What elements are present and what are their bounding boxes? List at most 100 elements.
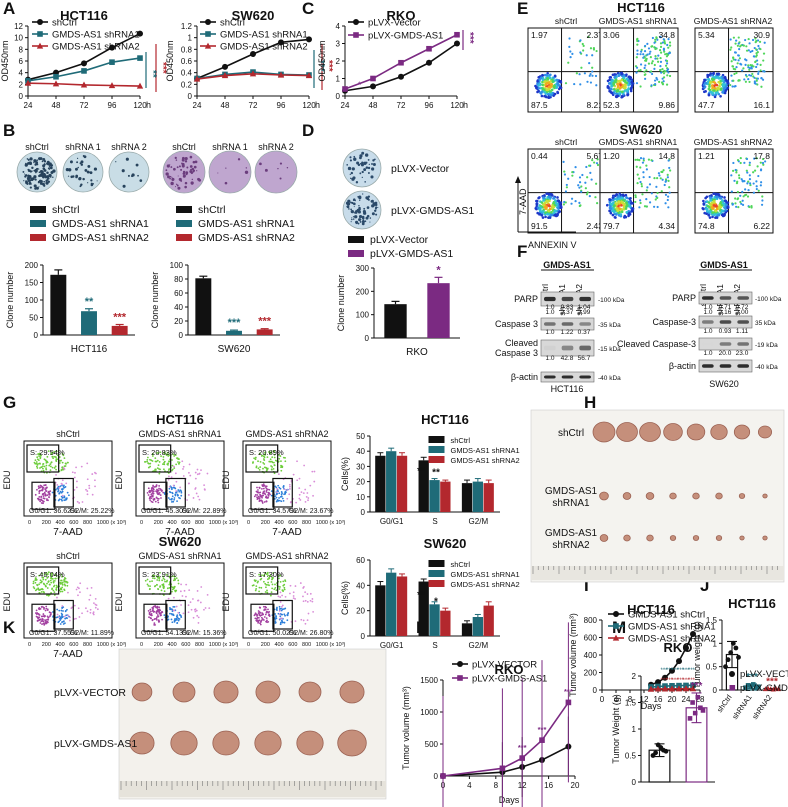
flow-title: SW620 [620, 122, 663, 137]
plate-label: shCtrl [172, 142, 196, 152]
event-dot [624, 215, 627, 218]
event-dot [667, 180, 669, 182]
event-dot [40, 579, 42, 581]
event-dot [541, 201, 544, 204]
event-dot [714, 87, 717, 90]
event-dot [744, 188, 746, 190]
x-tick-label: 8 [494, 781, 499, 790]
chart-title: SW620 [424, 536, 467, 551]
event-dot [280, 608, 282, 610]
event-dot [278, 473, 280, 475]
event-dot [749, 178, 751, 180]
event-dot [59, 487, 61, 489]
event-dot [749, 164, 751, 166]
event-dot [255, 620, 257, 622]
event-dot [554, 93, 557, 96]
y-axis-label: Tumor volume (mm³) [568, 613, 578, 697]
event-dot [268, 489, 270, 491]
event-dot [620, 213, 623, 216]
event-dot [755, 48, 757, 50]
legend-label: GMDS-AS1 shRNA2 [52, 42, 140, 53]
event-dot [85, 489, 87, 491]
y-tick-label: 3 [336, 40, 341, 49]
colony [34, 169, 37, 172]
event-dot [49, 584, 51, 586]
event-dot [90, 609, 92, 611]
event-dot [615, 213, 618, 216]
quadrant-value: 47.7 [698, 100, 715, 110]
event-dot [709, 72, 712, 75]
data-point [664, 749, 669, 754]
event-dot [668, 52, 670, 54]
colony [353, 203, 356, 206]
tumor [214, 681, 238, 703]
event-dot [65, 486, 67, 488]
gate-label: S: 17.30% [249, 570, 284, 579]
event-dot [290, 502, 292, 504]
event-dot [656, 192, 658, 194]
event-dot [729, 49, 731, 51]
tumor [670, 536, 676, 541]
event-dot [161, 619, 163, 621]
event-dot [733, 180, 735, 182]
flow-plot-title: GMDS-AS1 shRNA2 [694, 16, 773, 26]
event-dot [263, 463, 265, 465]
colony [137, 175, 139, 177]
event-dot [257, 489, 259, 491]
legend-marker [353, 32, 359, 38]
y-tick-label: 0 [34, 331, 39, 340]
event-dot [756, 80, 758, 82]
event-dot [625, 211, 628, 214]
event-dot [620, 73, 623, 76]
event-dot [306, 492, 308, 494]
event-dot [646, 205, 648, 207]
y-tick-label: 200 [356, 287, 370, 296]
event-dot [36, 589, 38, 591]
colony [30, 170, 32, 172]
event-dot [289, 488, 291, 490]
event-dot [36, 467, 38, 469]
event-dot [643, 71, 645, 73]
event-dot [279, 588, 281, 590]
event-dot [40, 582, 42, 584]
event-dot [612, 199, 615, 202]
event-dot [175, 490, 177, 492]
event-dot [287, 613, 289, 615]
event-dot [735, 169, 737, 171]
tumor-row-label: shRNA2 [552, 540, 590, 551]
event-dot [264, 608, 266, 610]
event-dot [545, 88, 548, 91]
event-dot [591, 54, 593, 56]
event-dot [39, 457, 41, 459]
event-dot [147, 585, 149, 587]
event-dot [304, 591, 306, 593]
colony [80, 162, 82, 164]
event-dot [646, 54, 648, 56]
colony [178, 175, 179, 176]
event-dot [264, 616, 266, 618]
blot-band [702, 320, 714, 324]
event-dot [172, 495, 174, 497]
blot-band [720, 342, 732, 346]
event-dot [618, 197, 621, 200]
event-dot [41, 591, 43, 593]
event-dot [586, 176, 588, 178]
colony [29, 180, 31, 182]
event-dot [590, 47, 592, 49]
event-dot [757, 165, 759, 167]
significance-mark: *** [691, 681, 703, 692]
data-point [701, 708, 706, 713]
event-dot [748, 38, 750, 40]
event-dot [199, 473, 201, 475]
event-dot [757, 73, 759, 75]
legend-label: pLVX-VECTOR [740, 669, 788, 680]
y-tick-label: 1.2 [181, 22, 193, 31]
event-dot [584, 72, 586, 74]
colony [76, 161, 78, 163]
y-tick-label: 20 [174, 317, 183, 326]
event-dot [669, 192, 671, 194]
event-dot [195, 472, 197, 474]
event-dot [309, 485, 311, 487]
legend-marker [729, 671, 735, 677]
edu-x-label: 7-AAD [165, 527, 194, 538]
